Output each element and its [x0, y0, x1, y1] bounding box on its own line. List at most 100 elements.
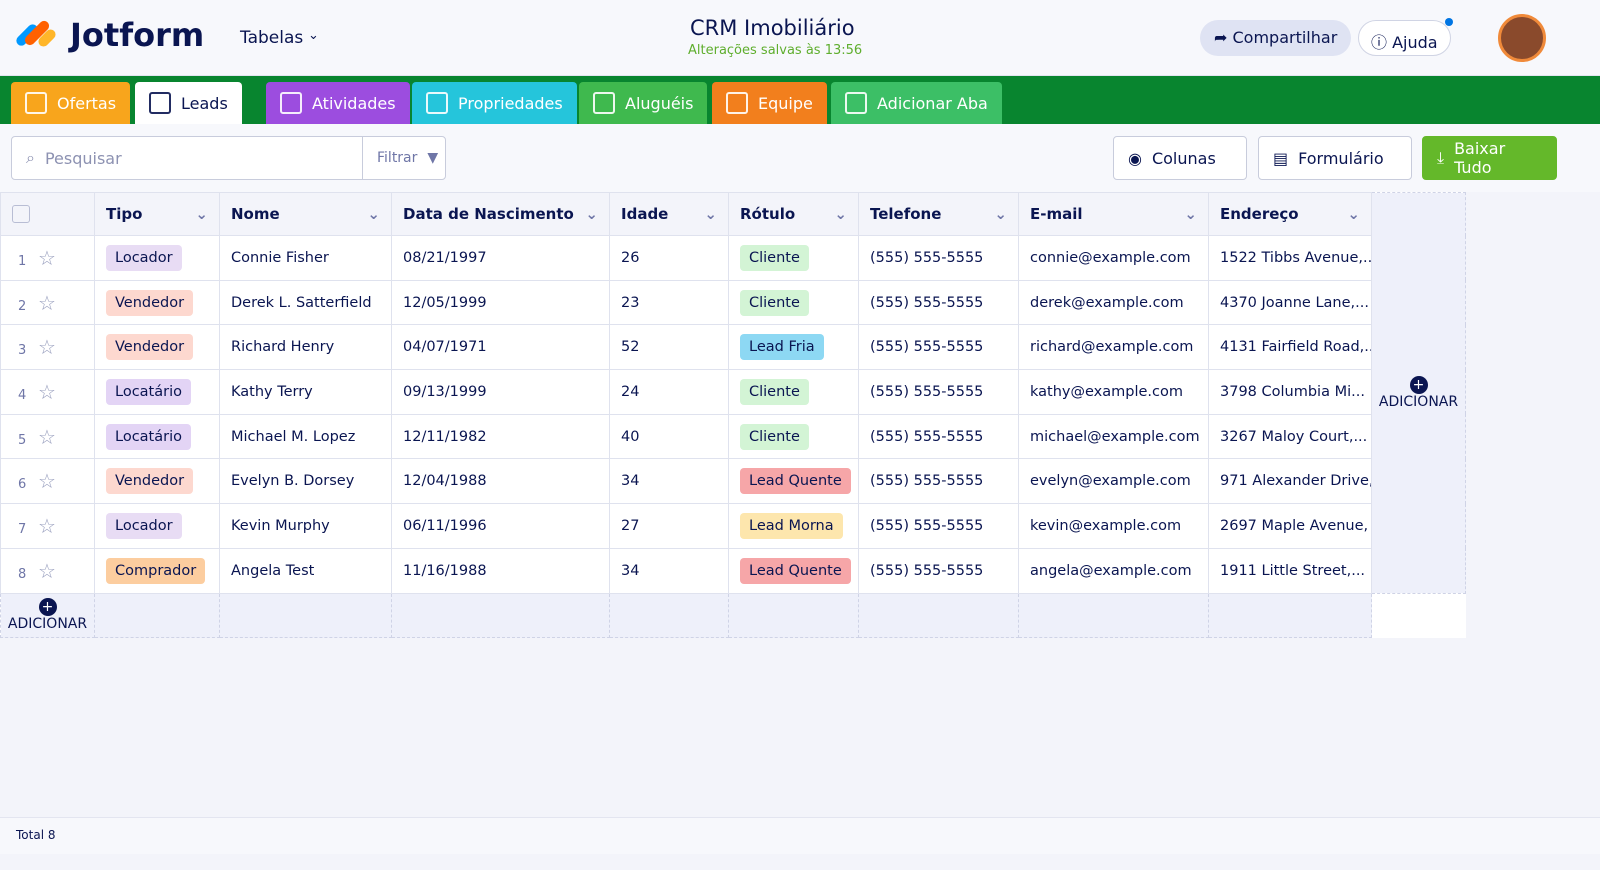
star[interactable]: ☆	[38, 335, 56, 360]
cell[interactable]: 3798 Columbia Mi...	[1208, 369, 1372, 415]
cell[interactable]: 11/16/1988	[391, 547, 610, 594]
cell[interactable]: 06/11/1996	[391, 503, 610, 549]
column-header[interactable]: Nome ⌄	[219, 192, 392, 236]
column-header[interactable]: Rótulo ⌄	[728, 192, 859, 236]
tab[interactable]: Leads	[135, 82, 242, 124]
cell[interactable]: 4370 Joanne Lane,...	[1208, 279, 1372, 326]
cell[interactable]: 12/04/1988	[391, 458, 610, 505]
tag-cell[interactable]: Lead Morna	[728, 503, 859, 549]
cell[interactable]: 08/21/1997	[391, 235, 610, 281]
cell[interactable]: Michael M. Lopez	[219, 413, 392, 460]
tables-menu[interactable]: Tabelas	[240, 28, 304, 48]
tag-cell[interactable]: Comprador	[94, 547, 220, 594]
cell[interactable]: 34	[609, 547, 729, 594]
menu-caret[interactable]: ⌄	[308, 28, 319, 43]
tag-cell[interactable]: Lead Quente	[728, 458, 859, 505]
tag-cell[interactable]: Locatário	[94, 369, 220, 415]
tag-cell[interactable]: Vendedor	[94, 324, 220, 371]
help-button[interactable]: ⓘ Ajuda	[1358, 20, 1451, 56]
star[interactable]: ☆	[38, 513, 56, 538]
avatar[interactable]	[1498, 14, 1546, 62]
cell[interactable]: (555) 555-5555	[858, 324, 1019, 371]
checkbox[interactable]	[12, 205, 30, 224]
cell[interactable]: 1522 Tibbs Avenue,...	[1208, 235, 1372, 281]
cell[interactable]: (555) 555-5555	[858, 458, 1019, 505]
tag-cell[interactable]: Cliente	[728, 369, 859, 415]
cell[interactable]: Angela Test	[219, 547, 392, 594]
cell[interactable]: 27	[609, 503, 729, 549]
cell[interactable]: richard@example.com	[1018, 324, 1209, 371]
logo[interactable]: Jotform	[70, 16, 205, 54]
cell[interactable]: derek@example.com	[1018, 279, 1209, 326]
cell[interactable]: 26	[609, 235, 729, 281]
cell[interactable]: 3267 Maloy Court,...	[1208, 413, 1372, 460]
tab[interactable]: Aluguéis	[579, 82, 708, 124]
tag-cell[interactable]: Cliente	[728, 279, 859, 326]
cell[interactable]: (555) 555-5555	[858, 413, 1019, 460]
star[interactable]: ☆	[38, 245, 56, 270]
cell[interactable]: 12/11/1982	[391, 413, 610, 460]
tab[interactable]: Ofertas	[11, 82, 131, 124]
tag-cell[interactable]: Locatário	[94, 413, 220, 460]
cell[interactable]: michael@example.com	[1018, 413, 1209, 460]
cell[interactable]: 09/13/1999	[391, 369, 610, 415]
share-button[interactable]: ➦ Compartilhar	[1200, 20, 1352, 56]
form-title[interactable]: CRM Imobiliário	[690, 16, 855, 40]
cell[interactable]: Kathy Terry	[219, 369, 392, 415]
cell[interactable]: (555) 555-5555	[858, 235, 1019, 281]
cell[interactable]: 04/07/1971	[391, 324, 610, 371]
cell[interactable]: 23	[609, 279, 729, 326]
tab[interactable]: Propriedades	[412, 82, 577, 124]
star[interactable]: ☆	[38, 290, 56, 315]
cell[interactable]: (555) 555-5555	[858, 279, 1019, 326]
cell[interactable]: 4131 Fairfield Road,...	[1208, 324, 1372, 371]
star[interactable]: ☆	[38, 379, 56, 404]
tag-cell[interactable]: Vendedor	[94, 279, 220, 326]
tab[interactable]: Equipe	[712, 82, 827, 124]
columns-button[interactable]: ◉ Colunas	[1113, 136, 1247, 180]
column-header[interactable]: Data de Nascimento ⌄	[391, 192, 610, 236]
cell[interactable]: 34	[609, 458, 729, 505]
tag-cell[interactable]: Lead Quente	[728, 547, 859, 594]
cell[interactable]: Kevin Murphy	[219, 503, 392, 549]
add-column[interactable]: + ADICIONAR	[1371, 192, 1466, 594]
column-header[interactable]: Idade ⌄	[609, 192, 729, 236]
cell[interactable]: (555) 555-5555	[858, 503, 1019, 549]
tag-cell[interactable]: Cliente	[728, 235, 859, 281]
form-button[interactable]: ▤ Formulário	[1258, 136, 1412, 180]
cell[interactable]: Richard Henry	[219, 324, 392, 371]
cell[interactable]: evelyn@example.com	[1018, 458, 1209, 505]
column-header[interactable]: Tipo ⌄	[94, 192, 220, 236]
cell[interactable]: kevin@example.com	[1018, 503, 1209, 549]
cell[interactable]: 40	[609, 413, 729, 460]
filter-button[interactable]: Filtrar ▼	[362, 136, 446, 180]
cell[interactable]: 24	[609, 369, 729, 415]
cell[interactable]: Derek L. Satterfield	[219, 279, 392, 326]
cell[interactable]: connie@example.com	[1018, 235, 1209, 281]
tab[interactable]: Atividades	[266, 82, 410, 124]
column-header[interactable]: E-mail ⌄	[1018, 192, 1209, 236]
tag-cell[interactable]: Cliente	[728, 413, 859, 460]
tag-cell[interactable]: Vendedor	[94, 458, 220, 505]
cell[interactable]: angela@example.com	[1018, 547, 1209, 594]
star[interactable]: ☆	[38, 469, 56, 494]
column-header[interactable]: Endereço ⌄	[1208, 192, 1372, 236]
star[interactable]: ☆	[38, 558, 56, 583]
star[interactable]: ☆	[38, 424, 56, 449]
tag-cell[interactable]: Locador	[94, 235, 220, 281]
download-button[interactable]: ⤓ Baixar Tudo	[1422, 136, 1557, 180]
tag-cell[interactable]: Lead Fria	[728, 324, 859, 371]
cell[interactable]: Evelyn B. Dorsey	[219, 458, 392, 505]
cell[interactable]: 971 Alexander Drive,	[1208, 458, 1372, 505]
cell[interactable]: Connie Fisher	[219, 235, 392, 281]
add-row-button[interactable]: + ADICIONAR	[0, 592, 95, 639]
cell[interactable]: (555) 555-5555	[858, 369, 1019, 415]
column-header[interactable]: Telefone ⌄	[858, 192, 1019, 236]
cell[interactable]: 12/05/1999	[391, 279, 610, 326]
search-box[interactable]: ⌕ Pesquisar	[11, 136, 363, 180]
cell[interactable]: 1911 Little Street,...	[1208, 547, 1372, 594]
cell[interactable]: kathy@example.com	[1018, 369, 1209, 415]
cell[interactable]: 52	[609, 324, 729, 371]
cell[interactable]: (555) 555-5555	[858, 547, 1019, 594]
tag-cell[interactable]: Locador	[94, 503, 220, 549]
